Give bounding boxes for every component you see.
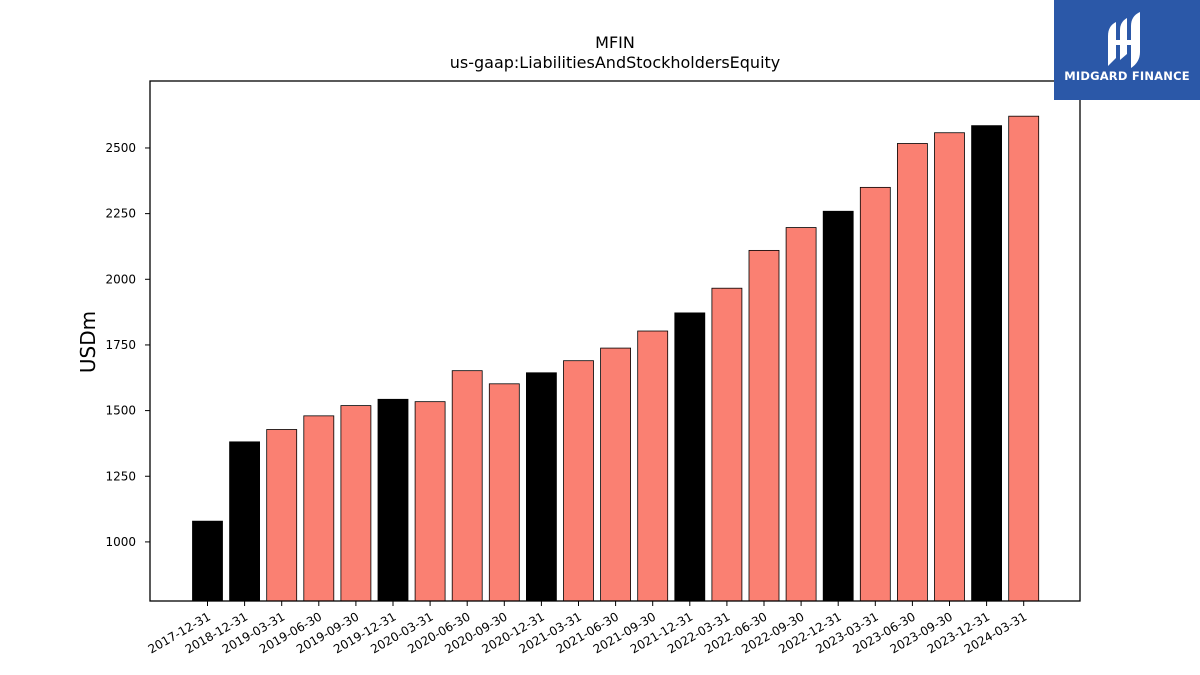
bar-2023-06-30 <box>897 143 928 602</box>
bar-2019-06-30 <box>303 415 335 602</box>
bar-2022-03-31 <box>711 287 743 602</box>
bar-2019-03-31 <box>266 429 298 602</box>
bars-group <box>192 115 1040 602</box>
bar-2021-03-31 <box>563 360 594 602</box>
bar-2020-12-31 <box>526 372 557 602</box>
bar-2018-12-31 <box>229 441 261 602</box>
bar-2023-12-31 <box>971 125 1002 602</box>
y-axis: 1000 1250 1500 1750 2000 2250 2500 <box>105 141 150 549</box>
bar-2022-06-30 <box>748 249 780 602</box>
y-tick-label: 2250 <box>105 207 136 221</box>
plot-frame <box>149 80 1081 602</box>
bar-2020-06-30 <box>451 370 483 602</box>
bar-2017-12-31 <box>192 520 223 602</box>
x-axis: 2017-12-312018-12-312019-03-312019-06-30… <box>146 601 1029 656</box>
y-tick-label: 2000 <box>105 272 136 286</box>
y-tick-label: 2500 <box>105 141 136 155</box>
bar-2020-09-30 <box>488 383 520 602</box>
y-tick-label: 1500 <box>105 404 136 418</box>
y-axis-label: USDm <box>76 311 100 373</box>
bar-2024-03-31 <box>1008 115 1040 602</box>
bar-2021-06-30 <box>600 347 631 602</box>
y-tick-label: 1750 <box>105 338 136 352</box>
bar-2021-09-30 <box>637 330 669 602</box>
chart-subtitle: us-gaap:LiabilitiesAndStockholdersEquity <box>450 53 781 72</box>
bar-2019-12-31 <box>377 398 409 602</box>
bar-2021-12-31 <box>674 312 706 602</box>
logo-text: MIDGARD FINANCE <box>1064 69 1190 83</box>
bar-2022-09-30 <box>785 227 817 602</box>
y-tick-label: 1250 <box>105 469 136 483</box>
bar-2020-03-31 <box>414 401 446 602</box>
bar-2022-12-31 <box>822 210 854 602</box>
bar-2019-09-30 <box>340 405 372 602</box>
bar-2023-03-31 <box>859 186 891 602</box>
bar-2023-09-30 <box>934 132 965 602</box>
midgard-finance-logo: MIDGARD FINANCE <box>1054 0 1200 100</box>
midgard-logo-icon <box>1108 12 1140 68</box>
chart-title: MFIN <box>595 33 635 52</box>
y-tick-label: 1000 <box>105 535 136 549</box>
